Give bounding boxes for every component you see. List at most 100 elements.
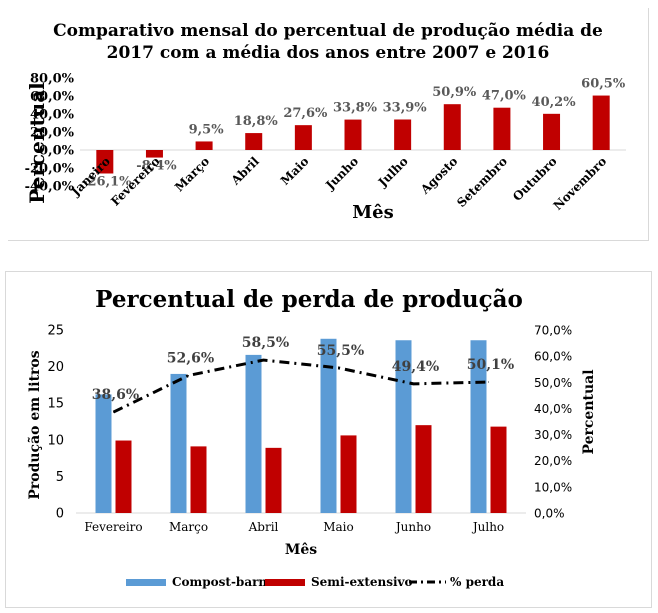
bar-maio bbox=[294, 125, 312, 150]
point-perda-junho bbox=[413, 383, 414, 385]
chart-title-line-1: Comparativo mensal do percentual de prod… bbox=[53, 21, 603, 41]
data-label-perda-junho: 49,4% bbox=[392, 359, 439, 375]
bar-novembro bbox=[592, 95, 610, 150]
chart-panel-perda: Percentual de perda de produção Produção… bbox=[5, 271, 652, 608]
y-axis-label-right: Percentual bbox=[581, 369, 597, 454]
y-tick-label-left: 5 bbox=[56, 470, 64, 485]
bar-julho bbox=[394, 119, 412, 150]
y-tick-label-left: 20 bbox=[47, 360, 64, 375]
bar-compost-barn-marco bbox=[170, 373, 187, 513]
y-tick-label-right: 10,0% bbox=[534, 480, 572, 494]
y-tick-label-right: 70,0% bbox=[534, 324, 572, 338]
bar-junho bbox=[344, 119, 362, 150]
y-tick-label: 0,0% bbox=[39, 144, 75, 159]
y-tick-label-left: 15 bbox=[47, 397, 64, 412]
bar-semi-extensivo-fevereiro bbox=[115, 440, 132, 513]
bar-fevereiro bbox=[145, 150, 163, 158]
y-tick-label: 40,0% bbox=[30, 108, 75, 123]
data-label-perda-fevereiro: 38,6% bbox=[92, 387, 139, 403]
chart-comparativo-mensal: Comparativo mensal do percentual de prod… bbox=[25, 21, 626, 223]
y-tick-label-right: 50,0% bbox=[534, 376, 572, 390]
chart-panel-comparativo: Comparativo mensal do percentual de prod… bbox=[8, 8, 649, 241]
y-tick-label-left: 0 bbox=[56, 507, 64, 522]
y-tick-label: -20,0% bbox=[25, 162, 75, 177]
x-tick-label-abril: Abril bbox=[248, 520, 279, 534]
x-tick-label-julho: Julho bbox=[375, 154, 411, 190]
x-tick-label-julho: Julho bbox=[471, 520, 504, 534]
x-tick-label-fevereiro: Fevereiro bbox=[84, 520, 142, 534]
x-tick-label-abril: Abril bbox=[228, 154, 262, 188]
x-axis-label: Mês bbox=[285, 542, 317, 558]
legend-label-perda: % perda bbox=[450, 575, 504, 589]
point-perda-maio bbox=[338, 367, 339, 369]
bar-compost-barn-fevereiro bbox=[95, 394, 112, 513]
bar-abril bbox=[245, 133, 263, 150]
bar-semi-extensivo-abril bbox=[265, 447, 282, 513]
data-label-marco: 9,5% bbox=[189, 122, 225, 137]
data-label-outubro: 40,2% bbox=[532, 95, 577, 110]
y-axis-label-left: Produção em litros bbox=[26, 350, 43, 499]
data-label-perda-maio: 55,5% bbox=[317, 343, 364, 359]
data-label-novembro: 60,5% bbox=[581, 77, 626, 92]
y-tick-label: 20,0% bbox=[30, 126, 75, 141]
bar-compost-barn-junho bbox=[395, 340, 412, 513]
bar-setembro bbox=[493, 107, 511, 150]
data-label-julho: 33,9% bbox=[383, 100, 428, 115]
point-perda-fevereiro bbox=[113, 411, 114, 413]
y-tick-label-right: 20,0% bbox=[534, 454, 572, 468]
x-tick-label-maio: Maio bbox=[278, 154, 312, 188]
x-tick-label-maio: Maio bbox=[323, 520, 354, 534]
bar-compost-barn-maio bbox=[320, 338, 337, 513]
y-tick-label-right: 0,0% bbox=[534, 507, 565, 521]
bar-marco bbox=[195, 141, 213, 150]
y-tick-label: 80,0% bbox=[30, 72, 75, 87]
bar-compost-barn-abril bbox=[245, 354, 262, 513]
line-perda bbox=[112, 358, 489, 414]
x-tick-label-junho: Junho bbox=[394, 520, 431, 534]
point-perda-julho bbox=[488, 381, 489, 383]
point-perda-marco bbox=[188, 374, 189, 376]
bar-janeiro bbox=[96, 150, 114, 174]
y-axis-label: Percentual bbox=[25, 82, 49, 204]
bar-outubro bbox=[543, 113, 561, 150]
x-tick-label-outubro: Outubro bbox=[510, 154, 560, 204]
bar-agosto bbox=[443, 104, 461, 150]
x-axis-label: Mês bbox=[352, 202, 394, 223]
y-tick-label-right: 40,0% bbox=[534, 402, 572, 416]
x-tick-label-novembro: Novembro bbox=[551, 154, 610, 213]
x-tick-label-marco: Março bbox=[172, 154, 212, 194]
chart-title-line-2: 2017 com a média dos anos entre 2007 e 2… bbox=[107, 43, 550, 63]
data-label-perda-abril: 58,5% bbox=[242, 335, 289, 351]
y-tick-label-right: 30,0% bbox=[534, 428, 572, 442]
x-tick-label-agosto: Agosto bbox=[417, 154, 460, 197]
data-label-fevereiro: -8,4% bbox=[136, 159, 177, 174]
legend-label-compost-barn: Compost-barn bbox=[172, 575, 267, 589]
y-tick-label: 60,0% bbox=[30, 90, 75, 105]
data-label-perda-julho: 50,1% bbox=[467, 357, 514, 373]
data-label-agosto: 50,9% bbox=[432, 85, 477, 100]
bar-semi-extensivo-maio bbox=[340, 435, 357, 513]
y-tick-label: -40,0% bbox=[25, 180, 75, 195]
chart-percentual-perda: Percentual de perda de produção Produção… bbox=[26, 286, 597, 589]
data-label-abril: 18,8% bbox=[234, 114, 279, 129]
data-label-perda-marco: 52,6% bbox=[167, 350, 214, 366]
bar-semi-extensivo-julho bbox=[490, 426, 507, 513]
data-label-maio: 27,6% bbox=[283, 106, 328, 121]
legend-swatch-compost-barn bbox=[126, 579, 166, 586]
point-perda-abril bbox=[263, 359, 264, 361]
x-tick-label-marco: Março bbox=[169, 520, 208, 534]
data-label-janeiro: -26,1% bbox=[82, 174, 132, 189]
x-tick-label-junho: Junho bbox=[322, 154, 361, 193]
chart-title: Percentual de perda de produção bbox=[95, 286, 523, 313]
x-tick-label-setembro: Setembro bbox=[454, 154, 510, 210]
bar-semi-extensivo-marco bbox=[190, 446, 207, 513]
legend: Compost-barn Semi-extensivo % perda bbox=[126, 575, 504, 589]
y-tick-label-left: 10 bbox=[47, 433, 64, 448]
legend-label-semi-extensivo: Semi-extensivo bbox=[311, 575, 413, 589]
y-tick-label-left: 25 bbox=[47, 324, 64, 339]
data-label-junho: 33,8% bbox=[333, 101, 378, 116]
data-label-setembro: 47,0% bbox=[482, 89, 527, 104]
y-tick-label-right: 60,0% bbox=[534, 350, 572, 364]
legend-swatch-semi-extensivo bbox=[265, 579, 305, 586]
bar-semi-extensivo-junho bbox=[415, 425, 432, 513]
